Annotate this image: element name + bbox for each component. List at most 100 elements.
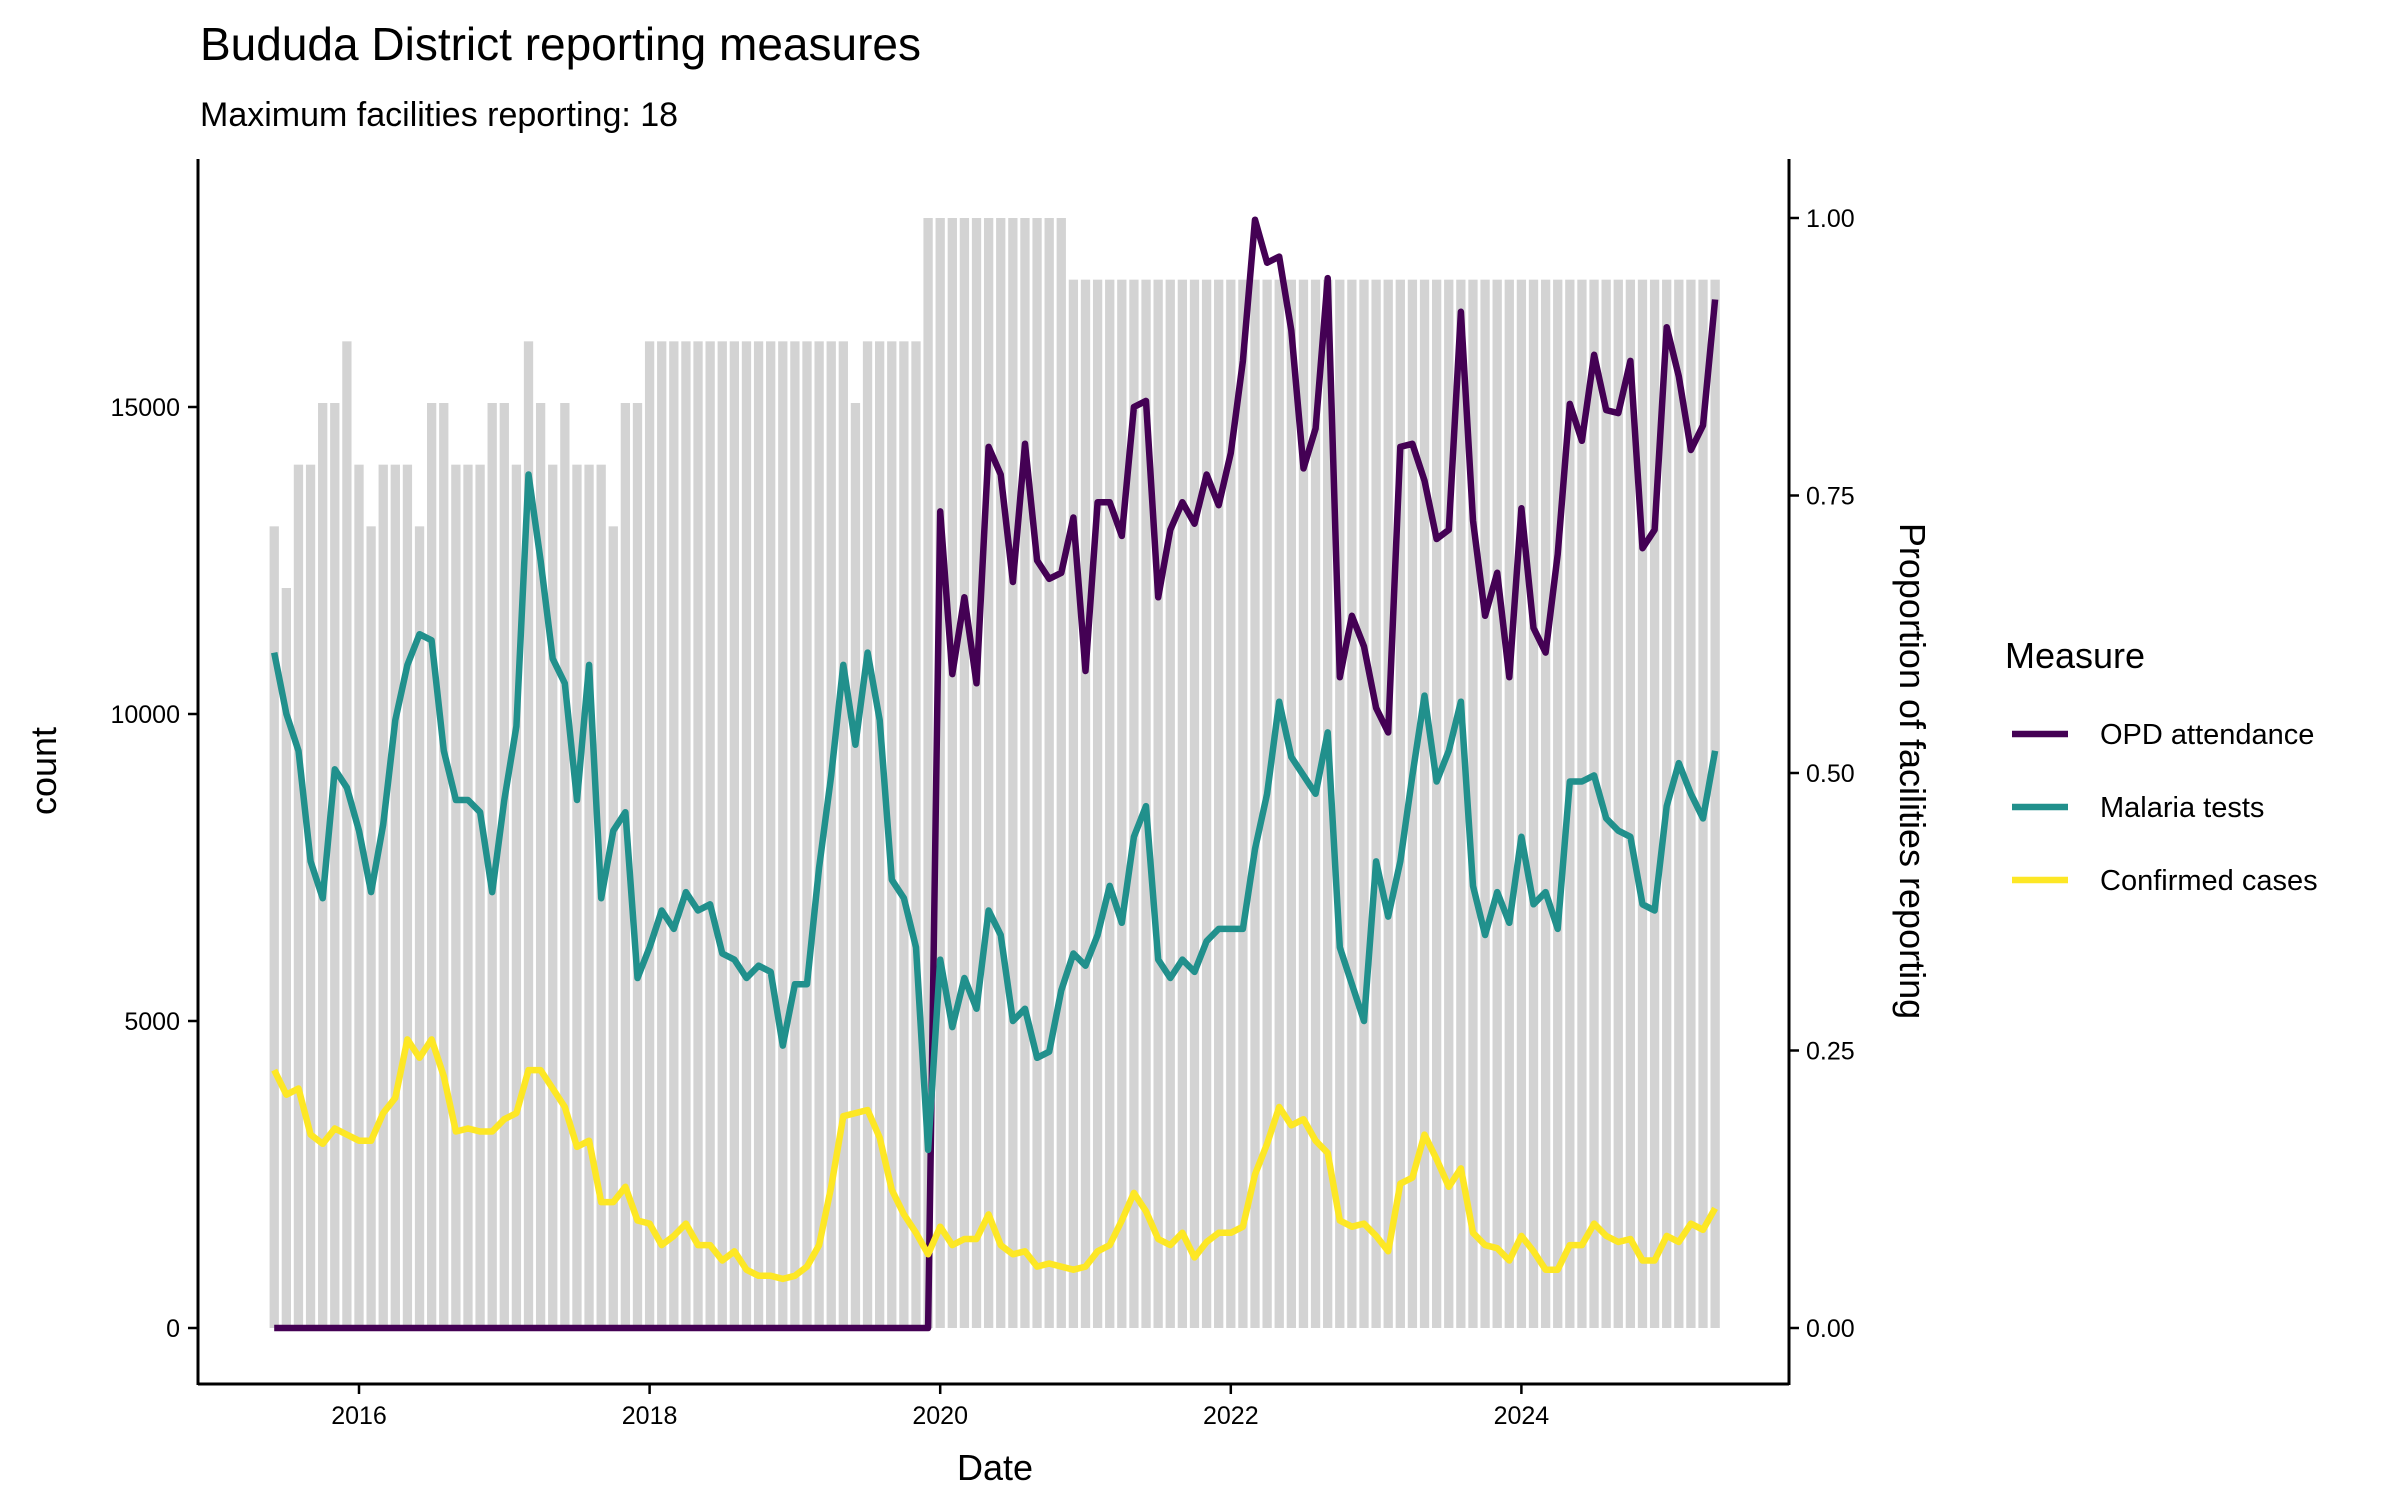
- facility-bar: [1419, 279, 1430, 1329]
- facility-bar: [1092, 279, 1103, 1329]
- facility-bar: [1153, 279, 1163, 1329]
- facility-bar: [1250, 279, 1260, 1329]
- facility-bar: [1601, 279, 1611, 1329]
- legend-label: Malaria tests: [2100, 792, 2264, 824]
- facility-bar: [1201, 279, 1212, 1329]
- facility-bar: [475, 464, 485, 1329]
- facility-bar: [1238, 279, 1248, 1329]
- facility-bar: [366, 526, 376, 1328]
- facility-bar: [451, 464, 461, 1329]
- tick-labels: 2016 2018 2020 2022 2024 0 5000 10000 15000 0.00 0…: [110, 205, 1854, 1430]
- facility-bar: [850, 403, 861, 1328]
- facility-bar: [887, 341, 897, 1328]
- facility-bar: [1129, 279, 1139, 1329]
- facility-bar: [1625, 279, 1636, 1329]
- facility-bar: [1080, 279, 1091, 1329]
- facility-bar: [1553, 279, 1563, 1329]
- facility-bar: [608, 526, 618, 1328]
- facility-bar: [1226, 279, 1236, 1329]
- facility-bar: [1286, 279, 1296, 1329]
- facility-bar: [1395, 279, 1405, 1329]
- y2-tick-label: 0.00: [1806, 1315, 1855, 1343]
- facility-bar: [293, 464, 304, 1329]
- y2-tick-label: 1.00: [1806, 205, 1855, 233]
- facility-bar: [511, 464, 522, 1329]
- series-line-opd-attendance: [274, 216, 1719, 1332]
- facility-bar: [1528, 279, 1539, 1329]
- facility-bar: [935, 218, 945, 1328]
- facility-bar: [1359, 279, 1369, 1329]
- facility-bar: [572, 464, 582, 1329]
- facility-bar: [378, 464, 388, 1329]
- facility-bar: [1468, 279, 1478, 1329]
- facility-bar: [584, 464, 594, 1329]
- facility-bar: [790, 341, 800, 1328]
- facility-bar: [1637, 279, 1648, 1329]
- facility-bar: [281, 588, 291, 1328]
- facility-bar: [1117, 279, 1127, 1329]
- facility-bar: [1686, 279, 1696, 1329]
- facility-bar: [523, 341, 534, 1328]
- facility-bar: [1710, 279, 1720, 1329]
- facility-bar: [487, 403, 497, 1328]
- facility-bar: [741, 341, 752, 1328]
- facility-bar: [402, 464, 413, 1329]
- facility-bar: [1480, 279, 1490, 1329]
- series-lines: [271, 216, 1719, 1332]
- facility-bar: [414, 526, 425, 1328]
- y2-tick-label: 0.75: [1806, 483, 1855, 511]
- facility-bar: [1540, 279, 1551, 1329]
- facility-bar: [693, 341, 703, 1328]
- facility-bar: [269, 526, 279, 1328]
- facility-bar: [354, 464, 364, 1329]
- facility-bar: [427, 403, 437, 1328]
- x-tick-label: 2022: [1203, 1402, 1259, 1430]
- facility-bar: [1589, 279, 1599, 1329]
- facility-bar: [1335, 279, 1345, 1329]
- facility-bar: [657, 341, 667, 1328]
- chart-title: Bududa District reporting measures: [200, 18, 921, 70]
- facility-bar: [1347, 279, 1357, 1329]
- facility-bar: [1444, 279, 1454, 1329]
- facility-bar: [1516, 279, 1527, 1329]
- facility-bar: [996, 218, 1006, 1328]
- facility-bar: [1649, 279, 1660, 1329]
- chart-subtitle: Maximum facilities reporting: 18: [200, 96, 678, 134]
- facility-bar: [560, 403, 570, 1328]
- facility-bar: [1105, 279, 1115, 1329]
- facility-bar: [971, 218, 982, 1328]
- facility-bar: [1274, 279, 1284, 1329]
- x-tick-label: 2020: [912, 1402, 968, 1430]
- facility-bar: [717, 341, 727, 1328]
- facility-bar: [923, 218, 933, 1328]
- series-line-confirmed-cases: [271, 1036, 1718, 1283]
- facility-bar: [1020, 218, 1030, 1328]
- facility-bar: [1383, 279, 1393, 1329]
- facility-bar: [330, 403, 340, 1328]
- facility-bar: [342, 341, 352, 1328]
- facility-bar: [305, 464, 316, 1329]
- facility-bars: [269, 218, 1720, 1329]
- x-tick-label: 2018: [622, 1402, 678, 1430]
- facility-bar: [620, 403, 631, 1328]
- facility-bar: [778, 341, 788, 1328]
- facility-bar: [1371, 279, 1381, 1329]
- facility-bar: [753, 341, 764, 1328]
- facility-bar: [644, 341, 655, 1328]
- facility-bar: [1056, 218, 1066, 1328]
- facility-bar: [1189, 279, 1200, 1329]
- y-tick-label: 10000: [110, 701, 180, 729]
- facility-bar: [439, 403, 449, 1328]
- axes: [196, 159, 1791, 1386]
- facility-bar: [1298, 279, 1309, 1329]
- facility-bar: [705, 341, 715, 1328]
- facility-bar: [1407, 279, 1418, 1329]
- facility-bar: [1431, 279, 1442, 1329]
- facility-bar: [1008, 218, 1018, 1328]
- y-tick-label: 15000: [110, 394, 180, 422]
- y-axis-label: count: [23, 727, 64, 815]
- series-line-malaria-tests: [271, 471, 1719, 1154]
- facility-bar: [1165, 279, 1175, 1329]
- facility-bar: [838, 341, 848, 1328]
- facility-bar: [1310, 279, 1321, 1329]
